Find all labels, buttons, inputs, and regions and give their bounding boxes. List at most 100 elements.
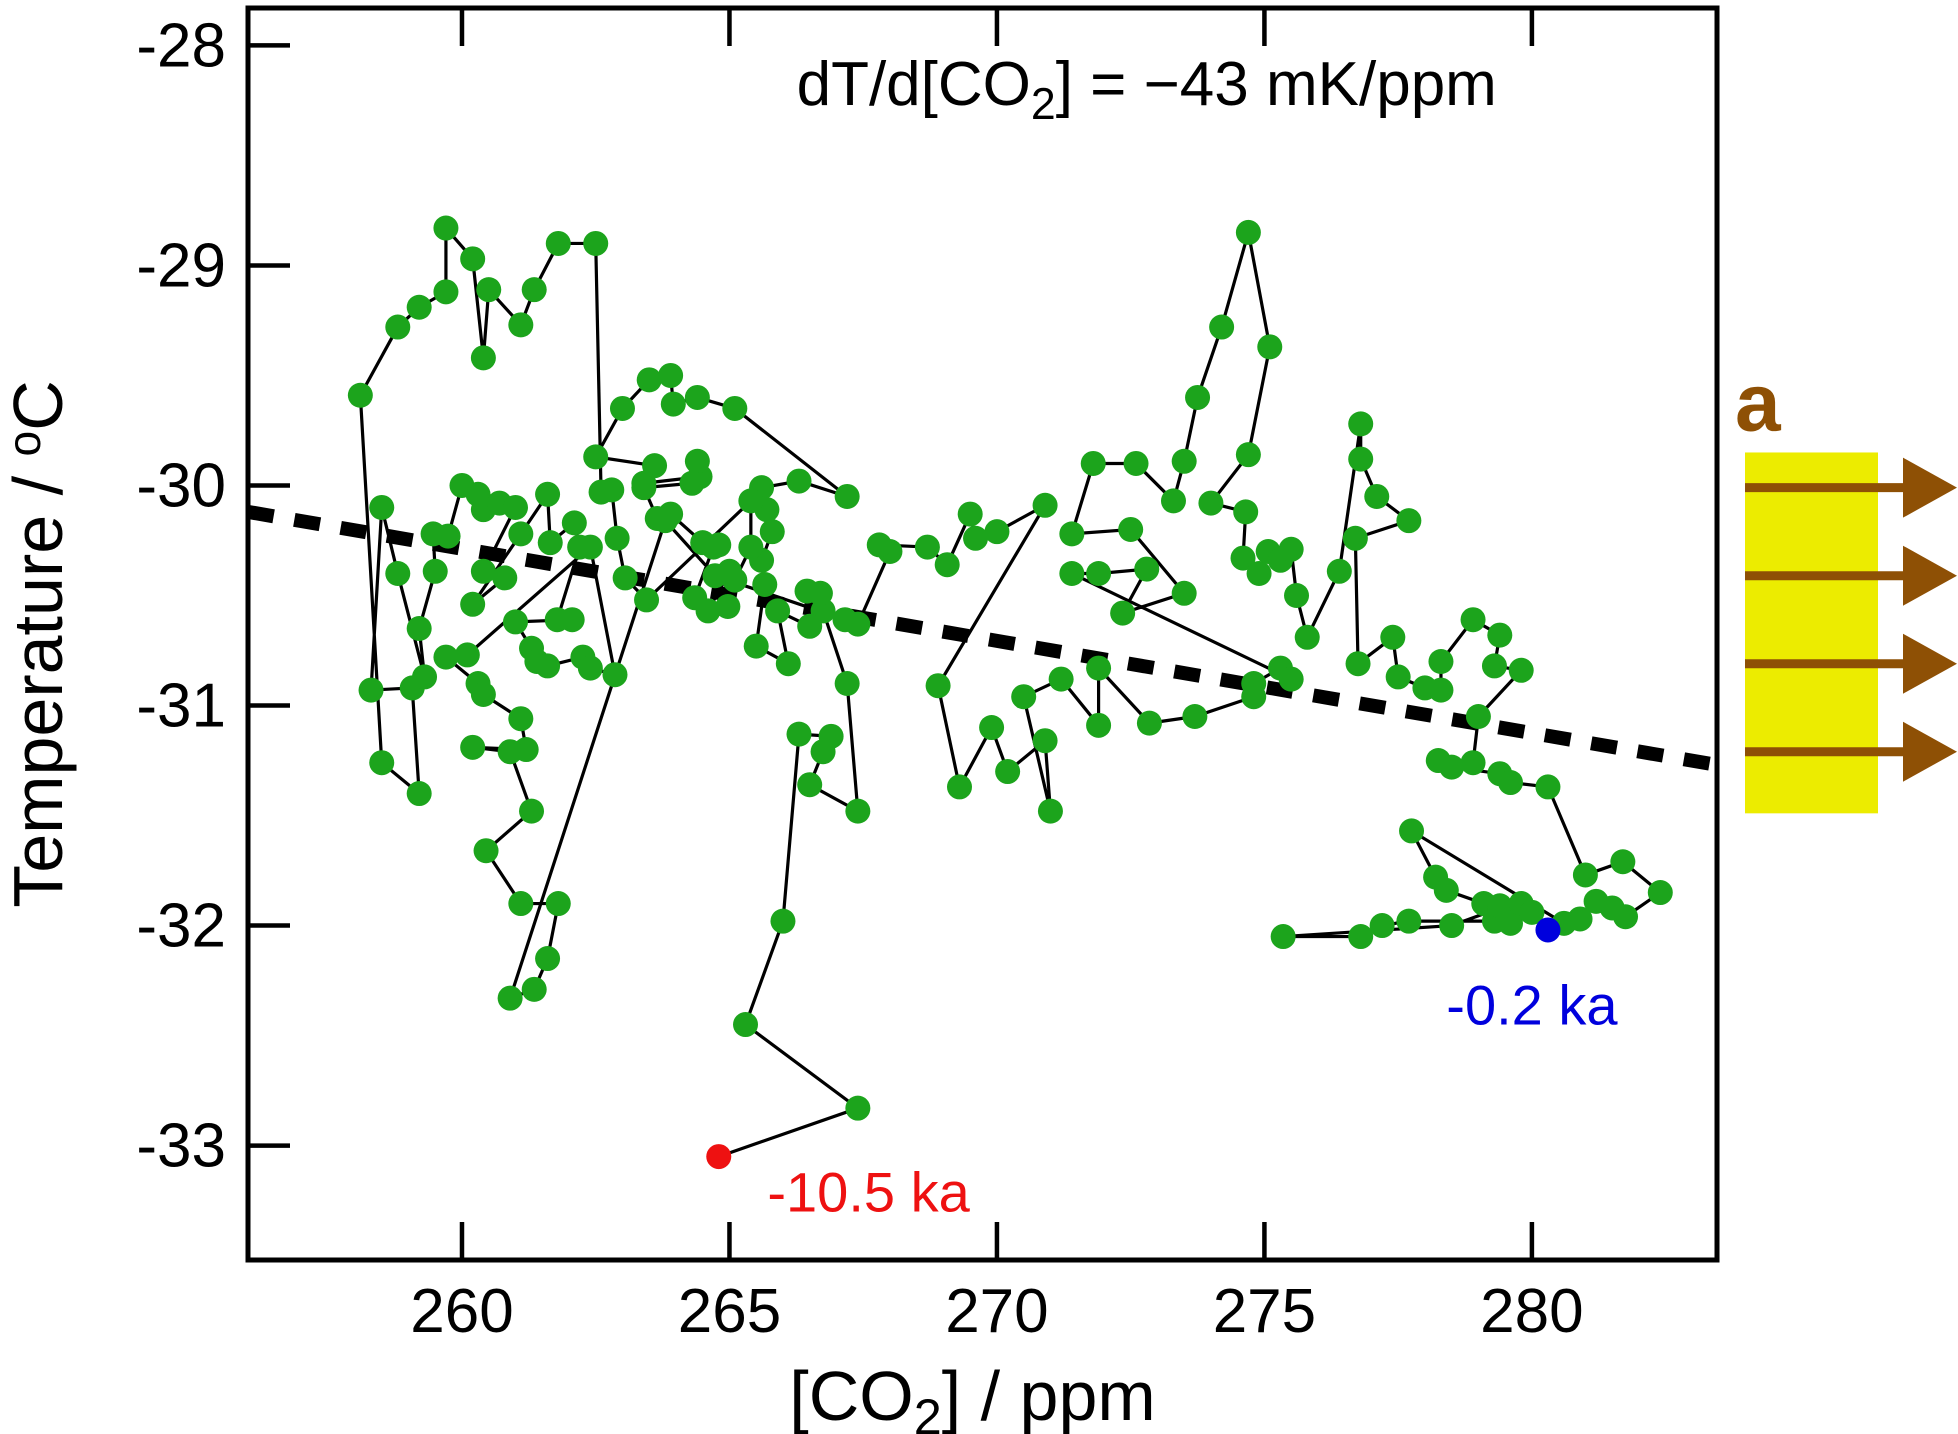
data-point [1465, 704, 1491, 730]
data-point [519, 798, 545, 824]
data-point [1278, 666, 1304, 692]
data-point [535, 946, 561, 972]
data-point [1123, 450, 1149, 476]
data-point [508, 312, 534, 338]
data-point [1241, 671, 1267, 697]
data-point [834, 483, 860, 509]
arrow-head-icon [1903, 457, 1957, 518]
data-point [1160, 488, 1186, 514]
data-point [1364, 483, 1390, 509]
x-tick-label: 280 [1480, 1277, 1583, 1346]
data-point [1086, 712, 1112, 738]
data-point [1171, 580, 1197, 606]
data-point [765, 598, 791, 624]
data-point [934, 552, 960, 578]
start-data-point [706, 1144, 732, 1170]
x-axis-title: [CO2​] / ppm [789, 1357, 1155, 1434]
data-point [1086, 655, 1112, 681]
data-point [1519, 899, 1545, 925]
data-point [1110, 600, 1136, 626]
data-point [1235, 442, 1261, 468]
data-point [738, 534, 764, 560]
arrow-head-icon [1903, 545, 1957, 606]
data-point [1345, 651, 1371, 677]
data-point [1059, 521, 1085, 547]
data-point [652, 508, 678, 534]
data-point [1439, 913, 1465, 939]
data-point [1209, 314, 1235, 340]
start-point-label: -10.5 ka [767, 1161, 970, 1224]
data-point [561, 510, 587, 536]
data-point [715, 593, 741, 619]
data-point [733, 1012, 759, 1038]
data-point [1278, 536, 1304, 562]
data-point [631, 475, 657, 501]
x-tick-label: 270 [945, 1277, 1048, 1346]
data-point [759, 519, 785, 545]
data-point [866, 532, 892, 558]
data-point [770, 908, 796, 934]
data-point [1059, 560, 1085, 586]
data-point [454, 642, 480, 668]
data-point [1508, 657, 1534, 683]
data-point [634, 587, 660, 613]
data-point [979, 715, 1005, 741]
data-point [702, 563, 728, 589]
data-point [1233, 499, 1259, 525]
data-point [1235, 219, 1261, 245]
data-point [1118, 516, 1144, 542]
plot-frame [245, 5, 1720, 1263]
data-point [473, 838, 499, 864]
data-point [1610, 849, 1636, 875]
data-point [545, 230, 571, 256]
highlight-band [1745, 452, 1878, 814]
data-point [1572, 862, 1598, 888]
data-point [1086, 560, 1112, 586]
data-point [604, 525, 630, 551]
y-tick-label: -31 [136, 672, 226, 741]
data-point [1294, 624, 1320, 650]
data-point [497, 739, 523, 765]
data-point [1428, 677, 1454, 703]
data-point [406, 294, 432, 320]
data-point [1230, 545, 1256, 571]
data-point [1433, 877, 1459, 903]
data-point [602, 662, 628, 688]
data-point [476, 277, 502, 303]
data-point [583, 444, 609, 470]
data-point [385, 314, 411, 340]
data-point [1080, 450, 1106, 476]
data-point [1032, 728, 1058, 754]
data-point [810, 739, 836, 765]
data-point [797, 613, 823, 639]
data-point [385, 560, 411, 586]
data-point [957, 501, 983, 527]
data-point [738, 488, 764, 514]
data-point [1369, 913, 1395, 939]
data-point [963, 525, 989, 551]
side-annotation-label: a [1735, 357, 1782, 448]
data-point [946, 774, 972, 800]
data-point [1270, 924, 1296, 950]
data-point [743, 633, 769, 659]
data-point [984, 519, 1010, 545]
data-point [433, 279, 459, 305]
data-point [460, 591, 486, 617]
data-point [1011, 684, 1037, 710]
data-point [1342, 525, 1368, 551]
data-point [925, 673, 951, 699]
data-point [406, 615, 432, 641]
data-point [660, 391, 686, 417]
data-point [521, 976, 547, 1002]
data-point [695, 598, 721, 624]
x-tick-label: 260 [410, 1277, 513, 1346]
data-point [794, 578, 820, 604]
data-point [470, 345, 496, 371]
data-point [535, 653, 561, 679]
data-point [1380, 624, 1406, 650]
data-point [995, 759, 1021, 785]
x-tick-label: 265 [678, 1277, 781, 1346]
data-point [545, 891, 571, 917]
y-tick-label: -33 [136, 1112, 226, 1181]
